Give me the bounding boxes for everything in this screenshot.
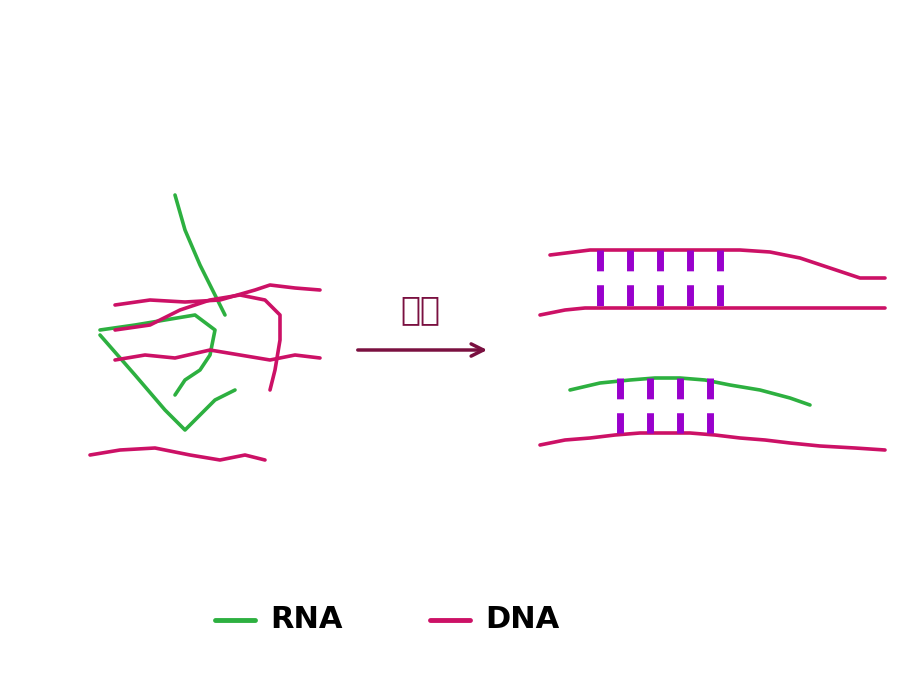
Text: DNA: DNA xyxy=(484,606,559,635)
Text: RNA: RNA xyxy=(269,606,342,635)
Text: 复性: 复性 xyxy=(400,293,439,326)
